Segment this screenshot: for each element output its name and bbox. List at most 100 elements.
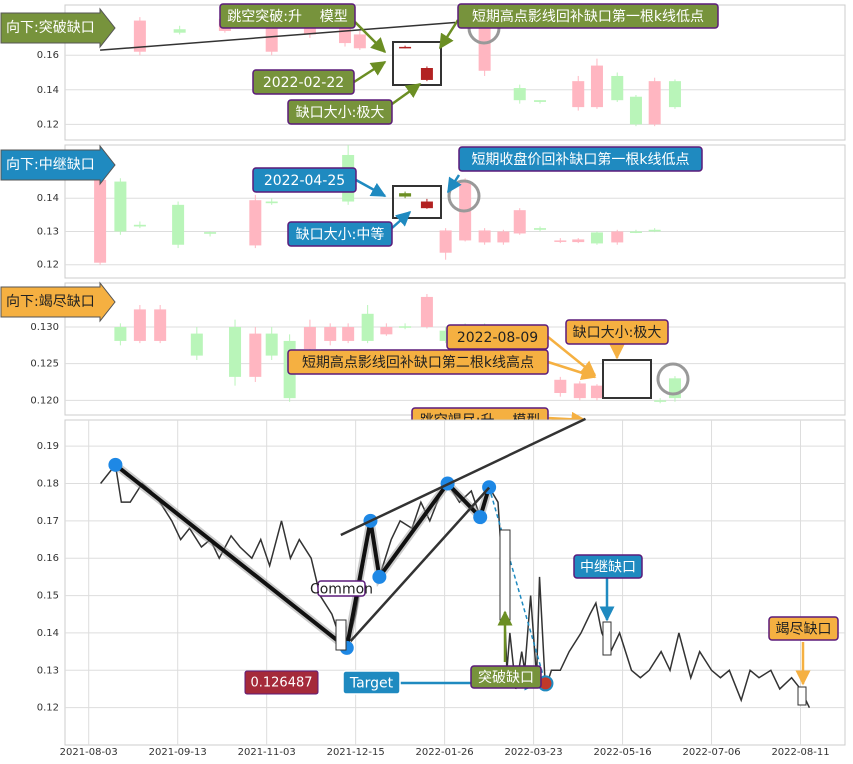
annotation-label: 短期高点影线回补缺口第二根k线高点	[302, 354, 534, 371]
candle-body	[114, 181, 127, 232]
candle-body	[190, 333, 203, 356]
candle-body	[154, 309, 167, 341]
candle-body	[133, 224, 146, 227]
y-tick-label: 0.13	[37, 665, 59, 676]
gap-highlight-box	[602, 359, 652, 399]
pattern-point	[372, 569, 387, 584]
y-tick-label: 0.12	[37, 703, 59, 714]
candle-body	[648, 81, 661, 125]
panel-badge	[0, 7, 116, 49]
candle-body	[513, 210, 526, 234]
x-tick-label: 2021-11-03	[238, 747, 296, 758]
gap-box	[499, 529, 511, 621]
trend-line	[340, 417, 587, 537]
candle-body	[439, 230, 452, 253]
annotation-box	[470, 665, 542, 689]
candle-body	[303, 327, 316, 349]
candle-body	[611, 231, 624, 243]
y-tick-label: 0.120	[30, 395, 59, 406]
x-tick-label: 2022-03-23	[505, 747, 563, 758]
candle-body	[513, 88, 526, 101]
annotation-box	[565, 319, 669, 345]
annotation-label: 缺口大小:极大	[573, 325, 662, 341]
plot-area	[65, 145, 845, 266]
candle-body	[399, 326, 412, 328]
annotation-arrow	[391, 82, 422, 106]
annotation-arrow	[547, 360, 597, 381]
candle-body	[173, 29, 186, 33]
x-tick-label: 2021-12-15	[327, 747, 385, 758]
annotation-label: 跳空突破:升 模型	[227, 9, 348, 25]
candle-body	[590, 65, 603, 108]
candle-body	[648, 229, 661, 232]
candle-body	[554, 379, 567, 393]
candle-body	[265, 201, 278, 204]
candle-body	[353, 34, 366, 49]
annotation-box	[252, 69, 355, 95]
x-tick-label: 2021-08-03	[60, 747, 118, 758]
candle-body	[342, 327, 355, 341]
panel-badge	[0, 144, 116, 186]
candle-body	[590, 385, 603, 399]
annotation-label: 短期高点影线回补缺口第一根k线低点	[472, 8, 704, 25]
candle-body	[534, 228, 547, 230]
candle-body	[668, 81, 681, 108]
target-value-box	[244, 670, 319, 695]
panel-badge-label: 向下:竭尽缺口	[6, 294, 95, 310]
annotation-arrow	[438, 19, 460, 50]
y-tick-label: 0.130	[30, 322, 59, 333]
y-tick-label: 0.16	[37, 50, 59, 61]
candle-body	[439, 330, 452, 341]
candle-body	[399, 193, 412, 197]
y-tick-label: 0.18	[37, 479, 59, 490]
candle-body	[229, 327, 242, 377]
panel-frame	[64, 419, 846, 746]
annotation-label: 短期收盘价回补缺口第一根k线低点	[471, 151, 689, 168]
candle-body	[629, 96, 642, 125]
annotation-label: Target	[349, 676, 394, 692]
y-tick-label: 0.14	[37, 85, 59, 96]
candle-body	[478, 20, 491, 71]
annotation-box	[446, 324, 549, 350]
y-tick-label: 0.125	[30, 359, 59, 370]
candle-body	[590, 232, 603, 244]
y-tick-label: 0.15	[37, 591, 59, 602]
annotation-arrow	[355, 178, 387, 198]
x-tick-label: 2022-08-11	[771, 747, 829, 758]
candle-body	[204, 232, 217, 234]
gap-box	[797, 686, 807, 706]
pattern-point	[108, 457, 123, 472]
gap-box	[335, 619, 347, 651]
annotation-box	[342, 670, 401, 695]
x-tick-label: 2022-07-06	[682, 747, 740, 758]
candle-body	[420, 296, 433, 327]
annotation-arrow	[353, 60, 387, 84]
pattern-point	[473, 510, 488, 525]
gap-box	[602, 621, 612, 656]
y-tick-label: 0.14	[37, 628, 59, 639]
candle-body	[265, 333, 278, 356]
annotation-box	[219, 3, 356, 29]
candle-body	[399, 46, 412, 49]
candle-body	[629, 231, 642, 233]
candle-body	[554, 240, 567, 242]
annotation-label: 突破缺口	[478, 670, 534, 686]
candle-body	[420, 68, 433, 80]
annotation-label: 缺口大小:极大	[296, 105, 385, 121]
x-tick-label: 2022-05-16	[594, 747, 652, 758]
annotation-label: 缺口大小:中等	[296, 226, 385, 243]
target-value-label: 0.126487	[250, 676, 312, 691]
y-tick-label: 0.17	[37, 516, 59, 527]
candle-body	[114, 327, 127, 341]
candle-body	[420, 201, 433, 209]
annotation-box	[317, 580, 366, 597]
candle-body	[572, 239, 585, 243]
candle-body	[534, 100, 547, 102]
candle-body	[654, 400, 667, 402]
annotation-arrow	[446, 174, 462, 194]
gap-highlight-box	[392, 185, 442, 219]
y-tick-label: 0.16	[37, 553, 59, 564]
trend-line	[349, 486, 491, 642]
candle-body	[324, 327, 337, 341]
